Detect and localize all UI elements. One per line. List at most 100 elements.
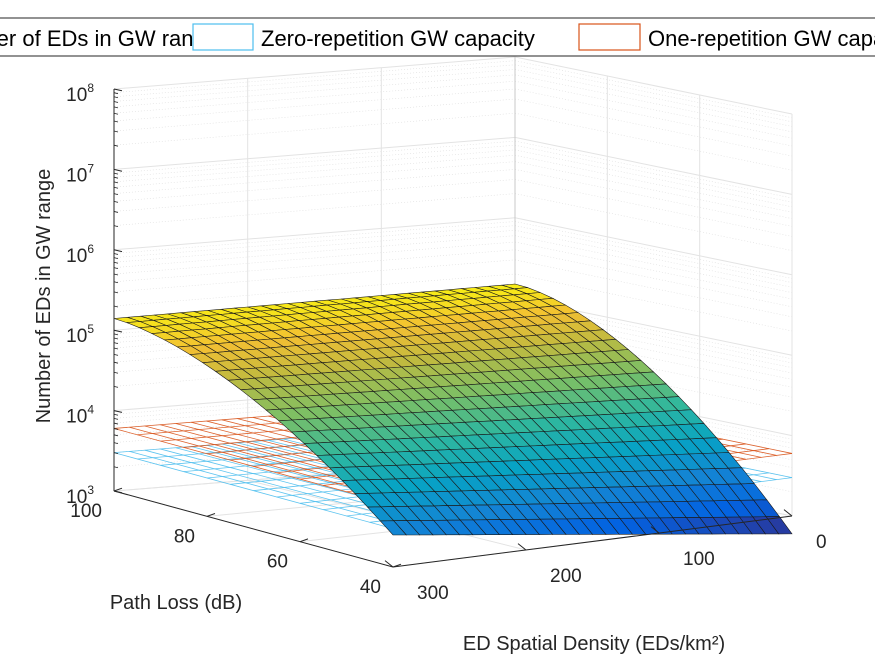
y-tick-mark: [113, 487, 123, 492]
z-minor-tick: [113, 101, 119, 103]
grid-minor-line: [113, 241, 516, 275]
z-minor-tick: [113, 211, 119, 213]
z-minor-tick: [113, 106, 119, 109]
y-tick-label: 80: [174, 526, 195, 547]
z-tick-mark: [113, 490, 123, 494]
z-minor-tick: [113, 176, 119, 179]
grid-minor-line: [113, 69, 516, 102]
z-minor-tick: [113, 201, 119, 203]
grid-minor-line: [514, 112, 793, 171]
y-tick-mark: [392, 563, 402, 568]
grid-minor-line: [113, 80, 516, 114]
grid-minor-line: [514, 301, 793, 360]
z-minor-tick: [113, 428, 119, 430]
grid-minor-line: [514, 249, 793, 308]
grid-minor-line: [113, 88, 516, 122]
z-minor-tick: [113, 257, 119, 259]
grid-minor-line: [514, 221, 793, 279]
grid-minor-line: [514, 88, 793, 147]
grid-minor-line: [113, 259, 516, 293]
z-minor-tick: [113, 130, 119, 133]
x-tick-label: 100: [683, 549, 715, 570]
z-minor-tick: [113, 342, 119, 345]
grid-minor-line: [514, 149, 793, 208]
grid-minor-line: [113, 179, 516, 212]
z-tick-label: 108: [66, 81, 94, 106]
x-tick-label: 300: [417, 583, 449, 604]
legend: Number of EDs in GW range Zero-repetitio…: [0, 17, 875, 57]
z-minor-tick: [113, 413, 119, 416]
x-tick-mark: [517, 543, 527, 551]
grid-minor-line: [514, 74, 793, 133]
x-tick-label: 200: [550, 566, 582, 587]
z-minor-tick: [113, 371, 119, 374]
grid-minor-line: [113, 235, 516, 268]
grid-minor-line: [113, 98, 516, 132]
y-tick-mark: [206, 513, 216, 517]
grid-minor-line: [514, 241, 793, 300]
z-tick-mark: [113, 249, 123, 253]
grid-minor-line: [514, 193, 793, 251]
legend-label-zero-repetition: Zero-repetition GW capacity: [261, 26, 535, 51]
z-minor-tick: [113, 144, 119, 147]
grid-minor-line: [113, 161, 516, 194]
z-minor-tick: [113, 337, 119, 340]
grid-major-line: [514, 136, 793, 195]
z-minor-tick: [113, 186, 119, 189]
grid-minor-line: [514, 154, 793, 213]
y-tick-label: 100: [70, 501, 102, 522]
legend-label-one-repetition: One-repetition GW capacity: [648, 26, 875, 51]
grid-minor-line: [113, 112, 516, 146]
grid-minor-line: [514, 80, 793, 139]
x-tick-mark: [783, 509, 793, 517]
z-minor-tick: [113, 418, 119, 420]
surface-patch: [379, 520, 407, 536]
z-tick-mark: [113, 88, 123, 92]
grid-major-line: [113, 217, 516, 251]
grid-minor-line: [514, 310, 793, 368]
tick-layer: 103 104 105 106 107 108 40 60 80 100 0 100 200 300: [66, 81, 826, 604]
grid-minor-line: [514, 161, 793, 219]
grid-minor-line: [514, 339, 793, 398]
z-minor-tick: [113, 361, 119, 364]
surface-layer: [113, 283, 793, 536]
z-minor-tick: [113, 347, 119, 350]
x-tick-mark: [650, 526, 660, 534]
legend-label-eds: Number of EDs in GW range: [0, 26, 218, 51]
z-minor-tick: [113, 281, 119, 284]
grid-minor-line: [514, 140, 793, 199]
z-minor-tick: [113, 261, 119, 264]
x-axis-line: [392, 515, 793, 568]
grid-minor-line: [514, 235, 793, 293]
grid-minor-line: [113, 225, 516, 258]
grid-minor-line: [514, 259, 793, 318]
z-minor-tick: [113, 120, 119, 123]
grid-minor-line: [113, 249, 516, 283]
z-minor-tick: [113, 225, 119, 227]
grid-major-line: [113, 136, 516, 170]
grid-major-line: [514, 56, 793, 115]
z-minor-tick: [113, 333, 119, 336]
grid-minor-line: [113, 60, 516, 93]
grid-minor-line: [514, 179, 793, 237]
grid-minor-line: [113, 193, 516, 226]
z-minor-tick: [113, 112, 119, 115]
grid-minor-line: [113, 169, 516, 202]
grid-minor-line: [514, 60, 793, 118]
z-minor-tick: [113, 92, 119, 95]
x-tick-mark: [384, 560, 394, 568]
grid-minor-line: [113, 140, 516, 174]
z-tick-mark: [113, 168, 123, 172]
grid-major-line: [514, 217, 793, 276]
grid-minor-line: [113, 64, 516, 98]
z-minor-tick: [113, 442, 119, 444]
grid-minor-line: [113, 154, 516, 188]
axes-layer: [113, 88, 793, 568]
grid-minor-line: [514, 229, 793, 288]
z-minor-tick: [113, 305, 119, 308]
z-minor-tick: [113, 466, 119, 469]
z-tick-label: 106: [66, 242, 94, 267]
z-minor-tick: [113, 422, 119, 425]
grid-minor-line: [514, 98, 793, 157]
z-minor-tick: [113, 291, 119, 294]
